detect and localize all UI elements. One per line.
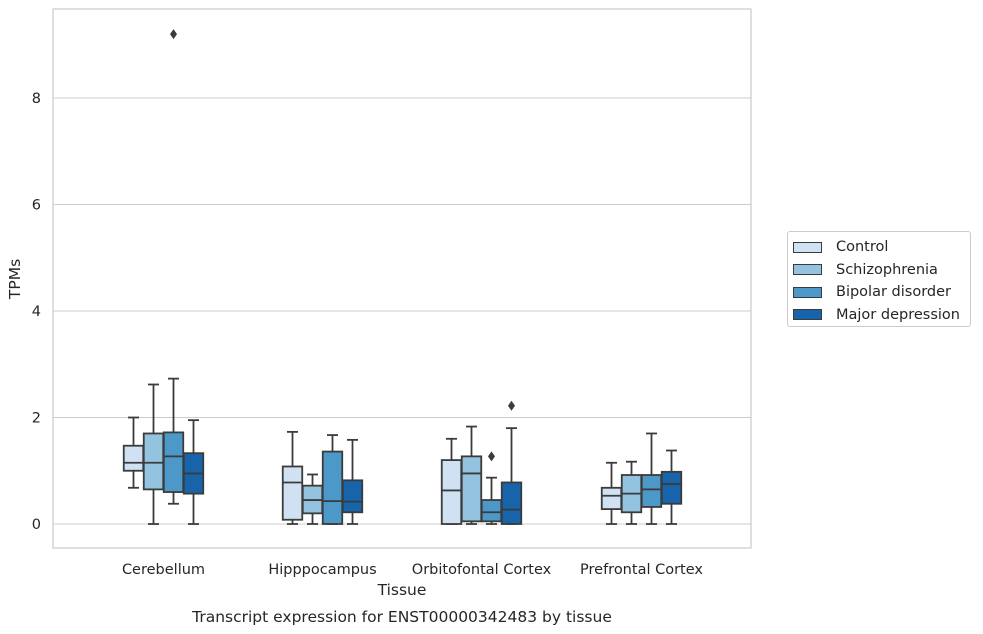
y-tick-label: 6 [32, 198, 41, 214]
legend-label: Schizophrenia [836, 261, 938, 278]
box [301, 473, 324, 525]
box [162, 29, 185, 505]
box-body [480, 499, 503, 523]
x-tick-label: Cerebellum [122, 562, 205, 578]
outlier-point [488, 451, 495, 462]
x-tick-label: Prefrontal Cortex [580, 562, 703, 578]
box-body [600, 486, 623, 510]
x-tick-label: Orbitofontal Cortex [412, 562, 552, 578]
box [440, 437, 463, 525]
legend-item: Major depression [793, 304, 970, 327]
legend-swatch [793, 264, 822, 276]
outlier-point [170, 29, 177, 40]
x-axis-ticks: Cerebellum Hipppocampus Orbitofontal Corte… [122, 562, 703, 578]
box [500, 400, 523, 525]
legend-label: Major depression [836, 306, 960, 323]
legend-item: Bipolar disorder [793, 281, 970, 304]
box-layer [122, 29, 683, 525]
box [460, 425, 483, 525]
legend-swatch [793, 241, 822, 253]
y-tick-label: 4 [32, 304, 41, 320]
x-tick-label: Hipppocampus [268, 562, 376, 578]
box [281, 430, 304, 525]
box-body [500, 481, 523, 525]
legend-item: Schizophrenia [793, 259, 970, 282]
legend-swatch [793, 309, 822, 321]
y-tick-label: 2 [32, 411, 41, 427]
box-body [440, 459, 463, 525]
box [321, 434, 344, 525]
box-body [460, 455, 483, 523]
y-axis-ticks: 0 2 4 6 8 [32, 91, 41, 533]
box [480, 451, 503, 525]
outlier-point [508, 400, 515, 411]
box [182, 419, 205, 525]
legend-item: Control [793, 236, 970, 259]
legend-label: Bipolar disorder [836, 284, 951, 301]
box-body [142, 432, 165, 491]
legend-swatch [793, 286, 822, 298]
box-body [640, 474, 663, 508]
x-axis-title: Tissue [377, 581, 427, 599]
box-body [162, 431, 185, 493]
box [600, 461, 623, 525]
box [660, 449, 683, 525]
box [122, 416, 145, 489]
box-body [321, 450, 344, 525]
y-tick-label: 0 [32, 517, 41, 533]
box-body [341, 479, 364, 514]
legend-label: Control [836, 239, 889, 256]
chart-caption: Transcript expression for ENST0000034248… [191, 608, 612, 626]
y-tick-label: 8 [32, 91, 41, 107]
box-body [281, 465, 304, 521]
y-axis-title: TPMs [6, 259, 24, 300]
legend: Control Schizophrenia Bipolar disorder Majo… [787, 231, 971, 327]
box [620, 460, 643, 525]
box [142, 383, 165, 525]
box-body [660, 470, 683, 505]
box [640, 432, 663, 525]
plot-frame [52, 8, 752, 549]
box [341, 438, 364, 525]
box-body [122, 444, 145, 472]
